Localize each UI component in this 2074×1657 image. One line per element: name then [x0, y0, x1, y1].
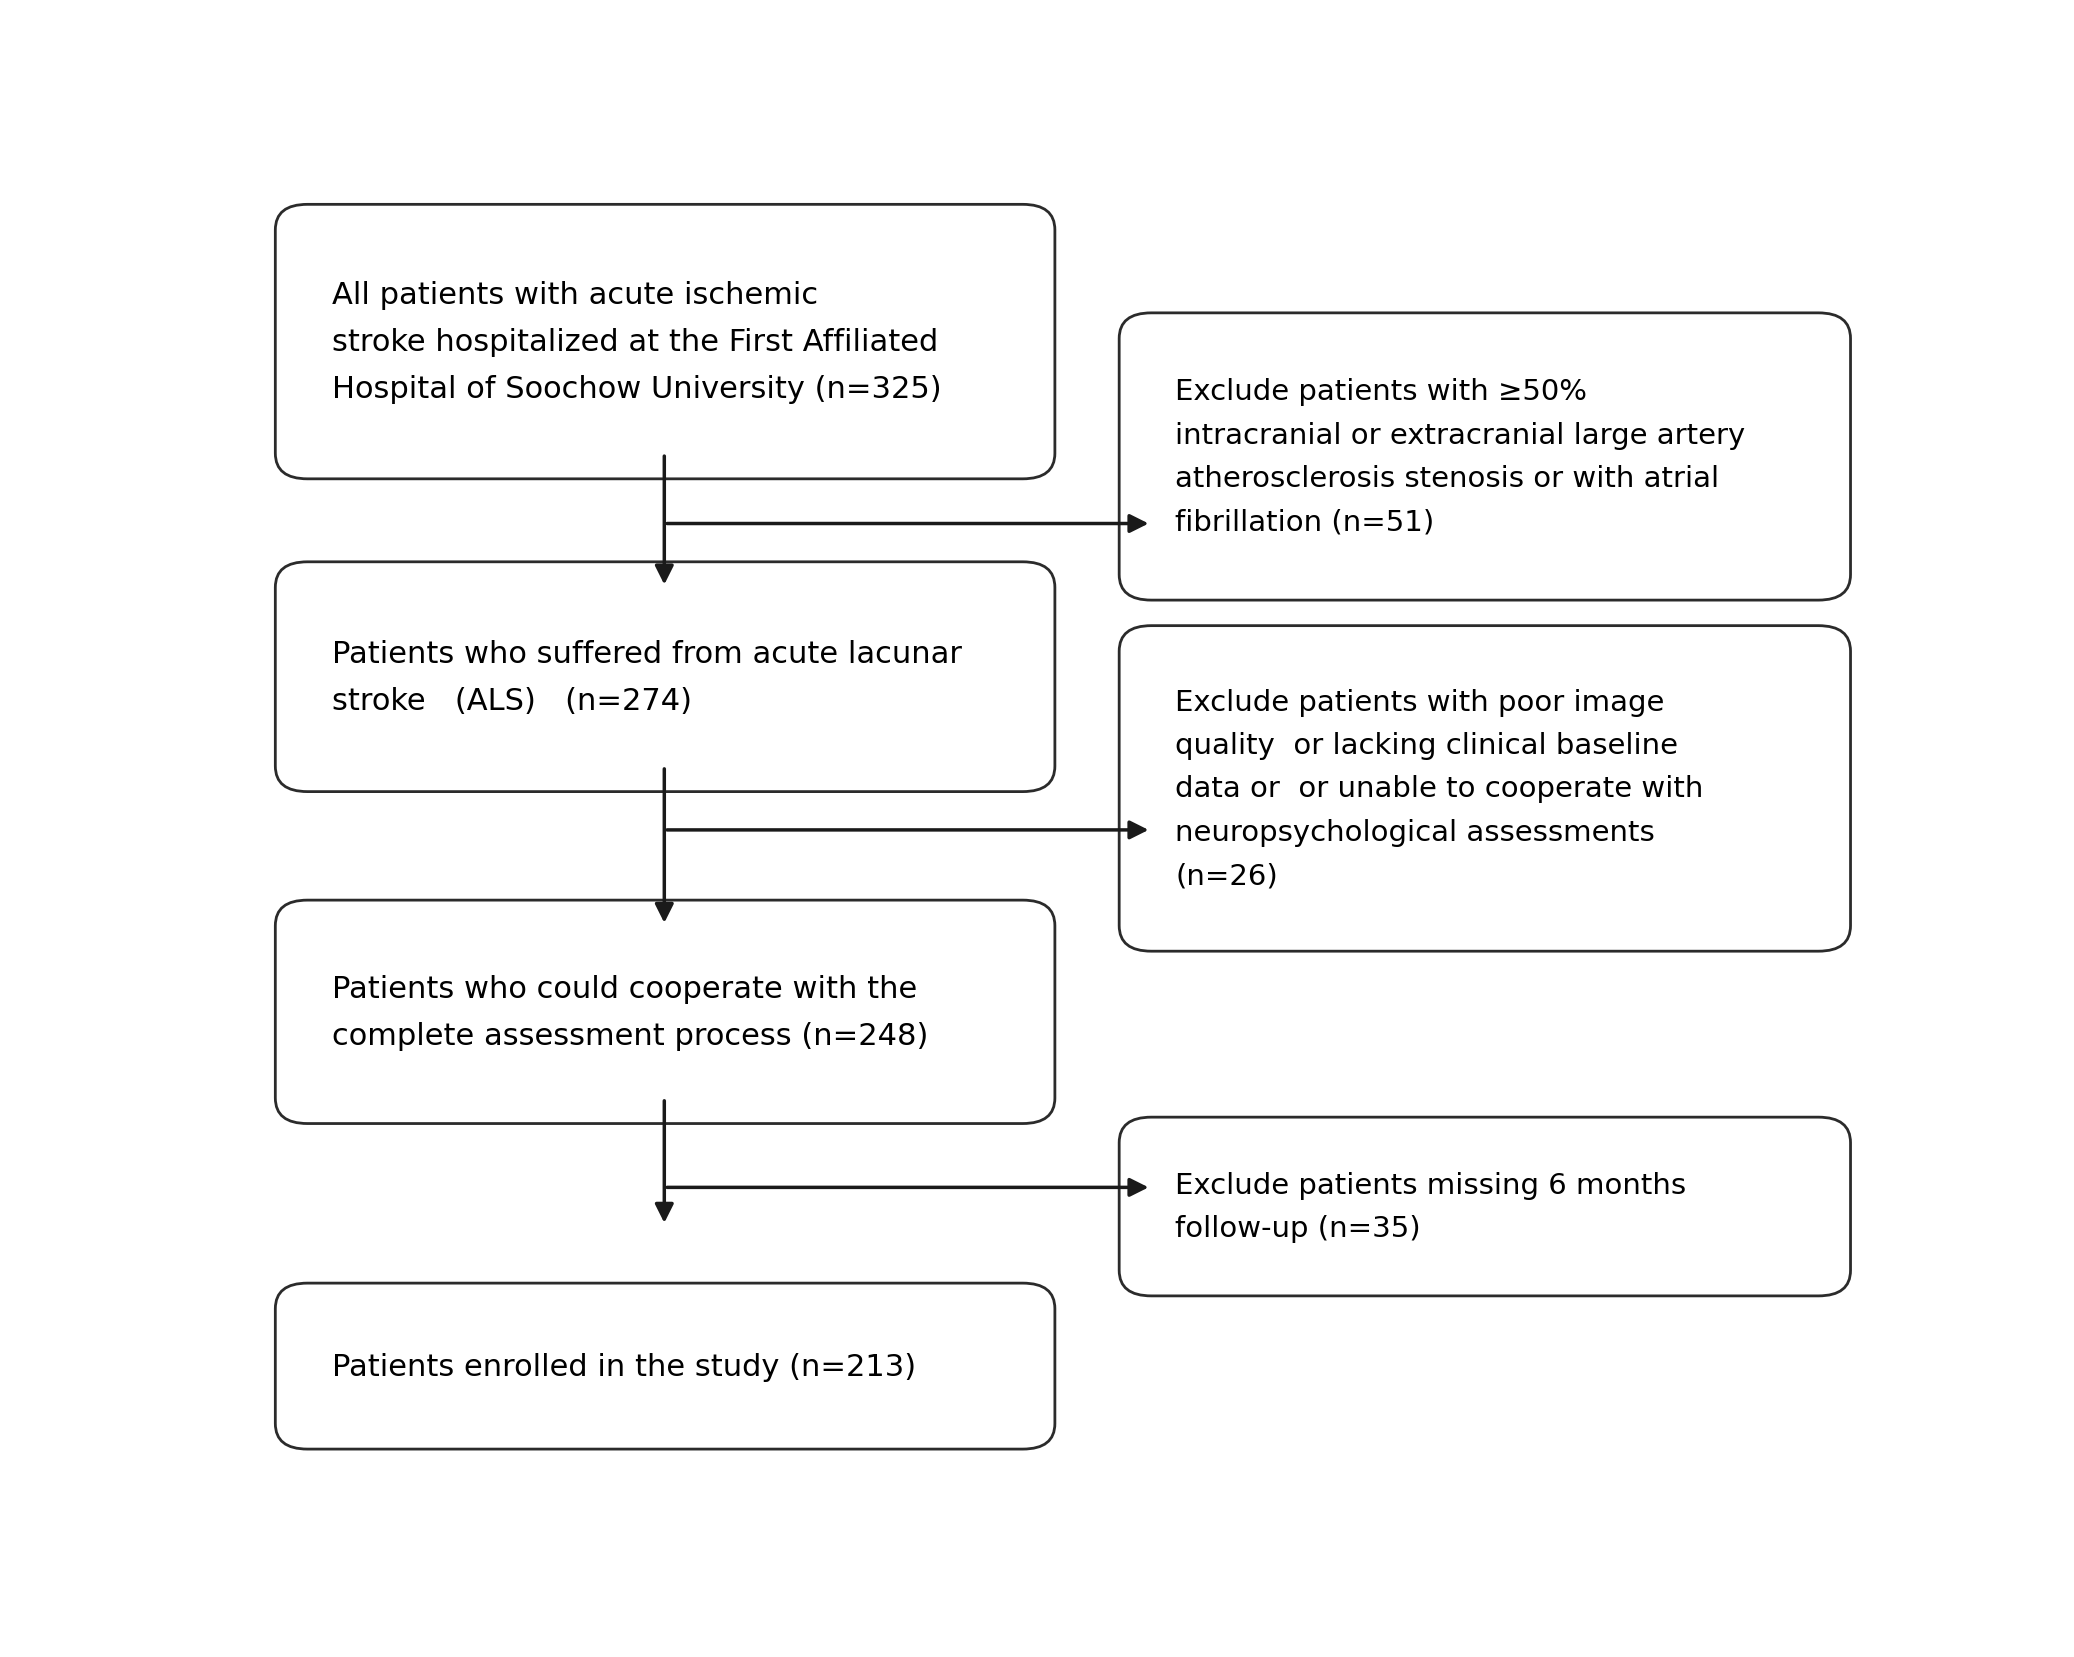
- Text: Exclude patients missing 6 months
follow-up (n=35): Exclude patients missing 6 months follow…: [1176, 1171, 1686, 1243]
- FancyBboxPatch shape: [276, 901, 1056, 1123]
- Text: Exclude patients with poor image
quality  or lacking clinical baseline
data or  : Exclude patients with poor image quality…: [1176, 688, 1705, 890]
- FancyBboxPatch shape: [1120, 626, 1850, 951]
- Text: All patients with acute ischemic
stroke hospitalized at the First Affiliated
Hos: All patients with acute ischemic stroke …: [332, 280, 942, 404]
- Text: Patients enrolled in the study (n=213): Patients enrolled in the study (n=213): [332, 1352, 917, 1380]
- FancyBboxPatch shape: [276, 1283, 1056, 1450]
- FancyBboxPatch shape: [1120, 313, 1850, 601]
- Text: Exclude patients with ≥50%
intracranial or extracranial large artery
atheroscler: Exclude patients with ≥50% intracranial …: [1176, 378, 1746, 537]
- FancyBboxPatch shape: [276, 205, 1056, 479]
- Text: Patients who could cooperate with the
complete assessment process (n=248): Patients who could cooperate with the co…: [332, 974, 927, 1051]
- FancyBboxPatch shape: [276, 562, 1056, 792]
- FancyBboxPatch shape: [1120, 1117, 1850, 1296]
- Text: Patients who suffered from acute lacunar
stroke   (ALS)   (n=274): Patients who suffered from acute lacunar…: [332, 640, 962, 716]
